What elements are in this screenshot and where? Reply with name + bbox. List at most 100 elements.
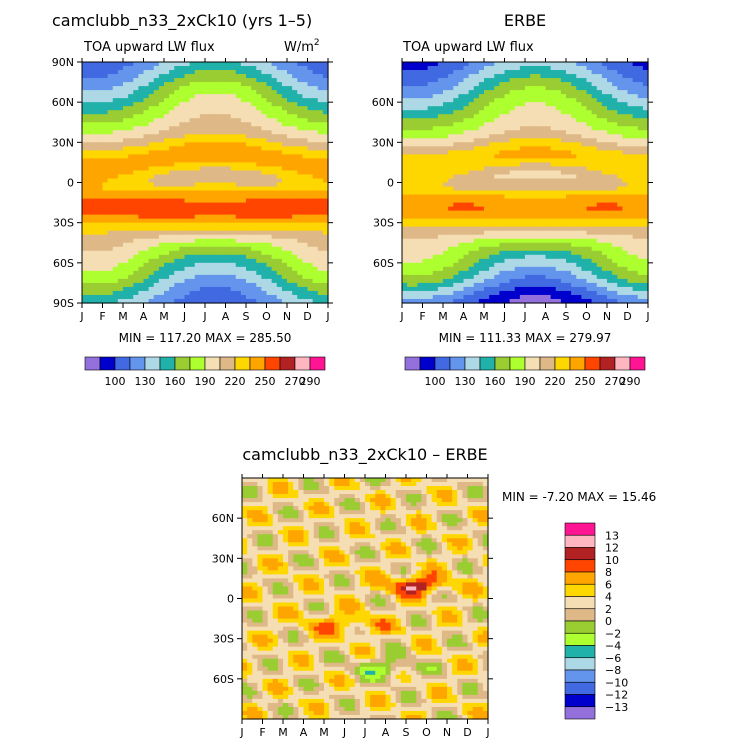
heatmap-cell: [292, 70, 298, 75]
heatmap-cell: [215, 194, 221, 200]
heatmap-cell: [412, 182, 418, 188]
heatmap-cell: [281, 278, 288, 284]
heatmap-cell: [617, 62, 623, 67]
heatmap-cell: [184, 102, 191, 107]
heatmap-cell: [251, 134, 257, 139]
heatmap-cell: [437, 98, 444, 103]
heatmap-cell: [612, 186, 618, 192]
heatmap-cell: [189, 106, 196, 111]
heatmap-cell: [112, 122, 119, 127]
heatmap-cell: [164, 178, 170, 184]
heatmap-cell: [107, 74, 114, 79]
heatmap-cell: [432, 110, 439, 115]
heatmap-cell: [174, 246, 180, 252]
heatmap-cell: [82, 82, 88, 87]
heatmap-cell: [297, 270, 303, 276]
heatmap-cell: [504, 190, 511, 196]
heatmap-cell: [143, 206, 150, 212]
heatmap-cell: [205, 74, 211, 79]
heatmap-cell: [317, 202, 324, 208]
heatmap-cell: [566, 70, 572, 75]
heatmap-cell: [184, 126, 191, 131]
heatmap-cell: [194, 126, 201, 131]
heatmap-cell: [407, 226, 413, 232]
heatmap-cell: [550, 70, 557, 75]
heatmap-cell: [240, 142, 247, 147]
heatmap-cell: [494, 230, 500, 236]
heatmap-cell: [281, 134, 288, 139]
heatmap-cell: [87, 210, 93, 216]
heatmap-cell: [297, 226, 303, 232]
heatmap-cell: [473, 174, 480, 180]
heatmap-cell: [312, 194, 319, 200]
heatmap-cell: [402, 110, 408, 115]
heatmap-cell: [407, 198, 413, 204]
heatmap-cell: [586, 210, 593, 216]
heatmap-cell: [261, 210, 268, 216]
heatmap-cell: [478, 150, 485, 155]
heatmap-cell: [92, 182, 98, 188]
heatmap-cell: [468, 210, 475, 216]
heatmap-cell: [545, 230, 552, 236]
heatmap-cell: [437, 206, 444, 212]
heatmap-cell: [478, 202, 485, 208]
heatmap-cell: [87, 102, 93, 107]
heatmap-cell: [297, 218, 303, 224]
heatmap-cell: [287, 182, 293, 188]
heatmap-cell: [292, 90, 298, 95]
heatmap-cell: [107, 70, 114, 75]
heatmap-cell: [230, 202, 237, 208]
heatmap-cell: [287, 214, 293, 220]
heatmap-cell: [281, 198, 288, 204]
heatmap-cell: [637, 218, 644, 224]
heatmap-cell: [133, 226, 139, 232]
heatmap-cell: [82, 274, 88, 280]
heatmap-cell: [261, 90, 268, 95]
heatmap-cell: [612, 74, 618, 79]
heatmap-cell: [205, 182, 211, 188]
heatmap-cell: [489, 102, 495, 107]
heatmap-cell: [189, 210, 196, 216]
heatmap-cell: [473, 166, 480, 172]
heatmap-cell: [468, 102, 475, 107]
heatmap-cell: [143, 246, 150, 252]
heatmap-cell: [312, 142, 319, 147]
heatmap-cell: [117, 266, 124, 272]
heatmap-cell: [637, 146, 644, 151]
heatmap-cell: [184, 86, 191, 91]
heatmap-cell: [189, 298, 196, 304]
heatmap-cell: [153, 74, 160, 79]
heatmap-cell: [307, 126, 314, 131]
heatmap-cell: [112, 226, 119, 232]
heatmap-cell: [158, 118, 165, 123]
heatmap-cell: [240, 234, 247, 240]
heatmap-cell: [117, 238, 124, 244]
heatmap-cell: [230, 98, 237, 103]
heatmap-cell: [266, 202, 273, 208]
heatmap-cell: [484, 90, 490, 95]
heatmap-cell: [417, 114, 424, 119]
heatmap-cell: [504, 202, 511, 208]
heatmap-cell: [158, 290, 165, 296]
heatmap-cell: [220, 142, 227, 147]
heatmap-cell: [402, 130, 408, 135]
heatmap-cell: [158, 134, 165, 139]
heatmap-cell: [87, 250, 93, 256]
heatmap-cell: [158, 150, 165, 155]
heatmap-cell: [632, 78, 639, 83]
heatmap-cell: [235, 230, 242, 236]
heatmap-cell: [576, 66, 582, 71]
heatmap-cell: [235, 118, 242, 123]
heatmap-cell: [478, 146, 485, 151]
heatmap-cell: [432, 198, 439, 204]
heatmap-cell: [317, 206, 324, 212]
heatmap-cell: [235, 210, 242, 216]
heatmap-cell: [184, 286, 191, 292]
heatmap-cell: [266, 210, 273, 216]
heatmap-cell: [312, 190, 319, 196]
heatmap-cell: [473, 214, 480, 220]
heatmap-cell: [402, 114, 408, 119]
heatmap-cell: [194, 150, 201, 155]
heatmap-cell: [240, 222, 247, 228]
heatmap-cell: [128, 190, 134, 196]
